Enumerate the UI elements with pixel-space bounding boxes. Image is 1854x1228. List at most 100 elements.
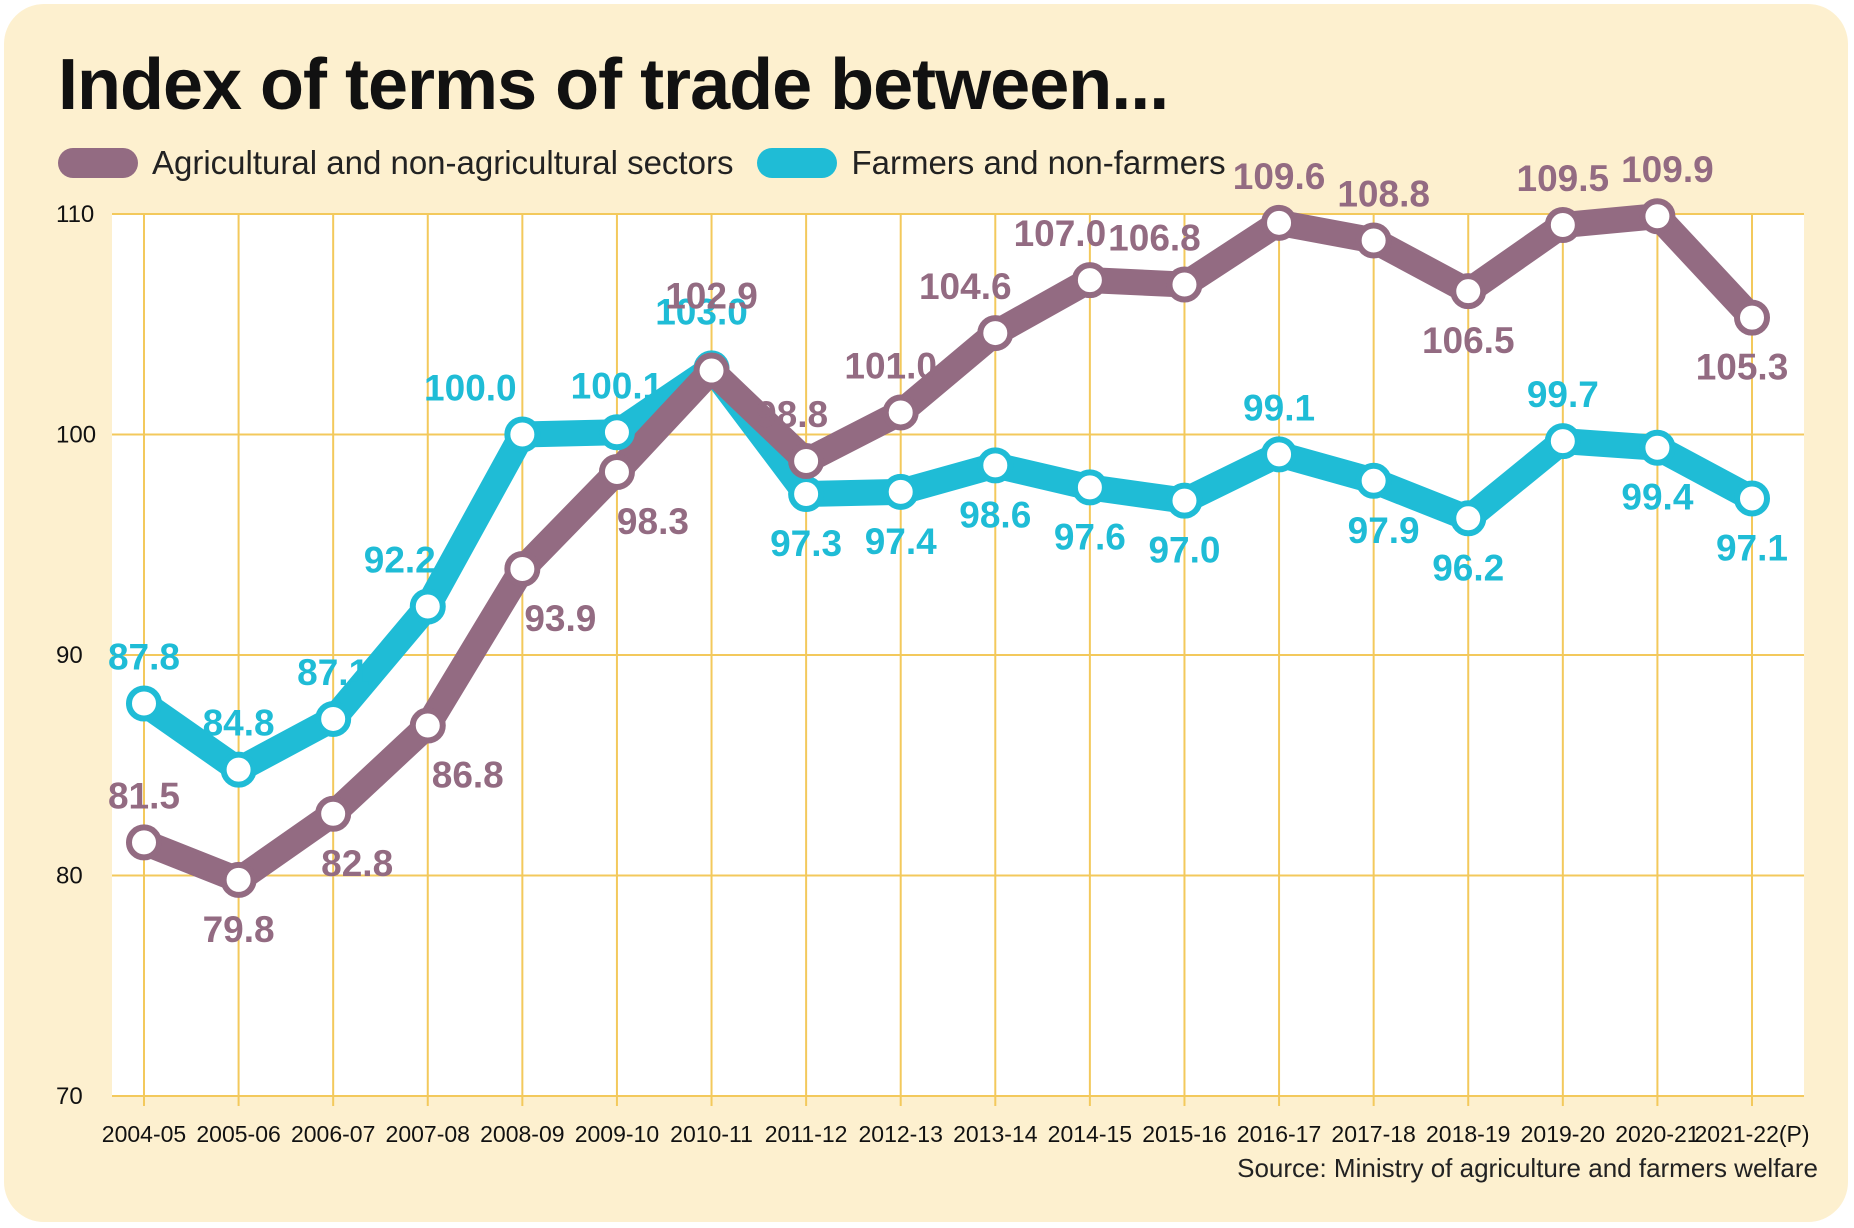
data-label-farmers-13: 97.9	[1348, 510, 1420, 551]
point-farmers-0	[126, 685, 162, 722]
point-agri-2	[315, 795, 352, 832]
x-tick-label-2018-19: 2018-19	[1426, 1121, 1510, 1147]
source-note: Source: Ministry of agriculture and farm…	[1237, 1153, 1818, 1183]
point-farmers-5	[598, 414, 635, 451]
point-agri-5	[598, 453, 635, 490]
x-tick-label-2021-22(P): 2021-22(P)	[1694, 1121, 1809, 1147]
point-farmers-15	[1544, 423, 1581, 460]
point-farmers-9	[977, 447, 1014, 484]
point-farmers-2	[315, 700, 352, 737]
point-farmers-4	[504, 416, 541, 453]
data-label-agri-15: 109.5	[1517, 158, 1610, 199]
point-farmers-8	[882, 473, 919, 510]
x-tick-label-2017-18: 2017-18	[1331, 1121, 1415, 1147]
point-agri-15	[1544, 207, 1581, 244]
legend-item-agri: Agricultural and non-agricultural sector…	[58, 144, 733, 182]
data-label-farmers-3: 92.2	[364, 539, 436, 580]
data-label-farmers-16: 99.4	[1621, 477, 1693, 518]
point-farmers-11	[1166, 482, 1203, 519]
legend-swatch-agri	[58, 148, 138, 178]
data-label-agri-1: 79.8	[203, 909, 275, 950]
data-label-farmers-1: 84.8	[203, 703, 275, 744]
y-tick-label-110: 110	[56, 201, 94, 228]
point-agri-9	[977, 315, 1014, 352]
data-label-agri-2: 82.8	[321, 843, 393, 884]
data-label-farmers-8: 97.4	[865, 521, 937, 562]
x-tick-label-2005-06: 2005-06	[196, 1121, 280, 1147]
data-label-farmers-0: 87.8	[108, 637, 180, 678]
series-line-farmers	[131, 355, 1765, 783]
data-label-agri-3: 86.8	[432, 755, 504, 796]
data-label-agri-10: 107.0	[1014, 213, 1107, 254]
data-label-farmers-17: 97.1	[1716, 527, 1788, 568]
data-label-agri-5: 98.3	[617, 501, 689, 542]
point-agri-0	[126, 824, 162, 861]
x-tick-label-2015-16: 2015-16	[1142, 1121, 1226, 1147]
point-farmers-1	[220, 751, 257, 788]
point-agri-16	[1639, 198, 1676, 235]
point-farmers-3	[409, 588, 446, 625]
point-farmers-17	[1734, 480, 1770, 517]
data-label-agri-6: 102.9	[665, 276, 758, 317]
point-agri-1	[220, 861, 257, 898]
y-tick-label-80: 80	[56, 863, 83, 890]
y-tick-label-100: 100	[56, 422, 96, 449]
x-tick-label-2019-20: 2019-20	[1521, 1121, 1605, 1147]
x-tick-label-2016-17: 2016-17	[1237, 1121, 1321, 1147]
point-agri-4	[504, 551, 541, 588]
x-tick-label-2012-13: 2012-13	[858, 1121, 942, 1147]
data-label-farmers-11: 97.0	[1148, 530, 1220, 571]
data-label-farmers-4: 100.0	[424, 368, 517, 409]
x-tick-label-2009-10: 2009-10	[575, 1121, 659, 1147]
x-tick-label-2011-12: 2011-12	[765, 1121, 848, 1147]
point-agri-13	[1355, 222, 1392, 259]
legend-label-agri: Agricultural and non-agricultural sector…	[152, 144, 734, 181]
point-farmers-10	[1071, 469, 1108, 506]
y-tick-label-90: 90	[56, 642, 83, 669]
chart-title: Index of terms of trade between...	[58, 45, 1169, 125]
data-label-farmers-15: 99.7	[1527, 374, 1599, 415]
point-farmers-14	[1450, 500, 1487, 537]
legend-label-farmers: Farmers and non-farmers	[851, 144, 1226, 181]
x-tick-label-2014-15: 2014-15	[1048, 1121, 1132, 1147]
x-tick-label-2006-07: 2006-07	[291, 1121, 375, 1147]
data-label-agri-7: 98.8	[756, 394, 828, 435]
data-label-agri-17: 105.3	[1696, 347, 1789, 388]
legend-swatch-farmers	[757, 148, 838, 178]
data-label-farmers-2: 87.1	[297, 652, 369, 693]
data-label-agri-14: 106.5	[1422, 320, 1515, 361]
x-tick-label-2020-21: 2020-21	[1615, 1121, 1699, 1147]
point-agri-14	[1450, 273, 1487, 310]
series-line-agri	[131, 203, 1765, 893]
point-farmers-13	[1355, 462, 1392, 499]
x-tick-label-2010-11: 2010-11	[670, 1121, 753, 1147]
x-tick-label-2004-05: 2004-05	[102, 1121, 186, 1147]
data-label-agri-4: 93.9	[524, 598, 596, 639]
point-agri-17	[1734, 299, 1770, 336]
data-label-farmers-12: 99.1	[1243, 387, 1315, 428]
data-label-agri-0: 81.5	[108, 775, 180, 816]
data-label-farmers-10: 97.6	[1054, 516, 1126, 557]
data-label-farmers-6: 103.0	[655, 291, 748, 332]
point-farmers-16	[1639, 429, 1676, 466]
data-label-farmers-5: 100.1	[571, 365, 664, 406]
point-agri-3	[409, 707, 446, 744]
data-label-farmers-7: 97.3	[770, 523, 842, 564]
point-agri-6	[693, 352, 730, 389]
data-label-farmers-14: 96.2	[1432, 547, 1504, 588]
point-farmers-7	[788, 476, 825, 513]
legend: Agricultural and non-agricultural sector…	[58, 144, 1250, 182]
x-tick-label-2008-09: 2008-09	[480, 1121, 564, 1147]
point-farmers-12	[1261, 436, 1298, 473]
data-label-agri-9: 104.6	[919, 266, 1012, 307]
point-agri-11	[1166, 266, 1203, 303]
point-agri-10	[1071, 262, 1108, 299]
point-agri-12	[1261, 204, 1298, 241]
x-tick-label-2013-14: 2013-14	[953, 1121, 1038, 1147]
data-label-agri-16: 109.9	[1621, 149, 1714, 190]
point-agri-8	[882, 394, 919, 431]
data-label-agri-8: 101.0	[844, 345, 937, 386]
data-label-agri-13: 108.8	[1337, 173, 1430, 214]
y-tick-label-70: 70	[56, 1083, 83, 1110]
